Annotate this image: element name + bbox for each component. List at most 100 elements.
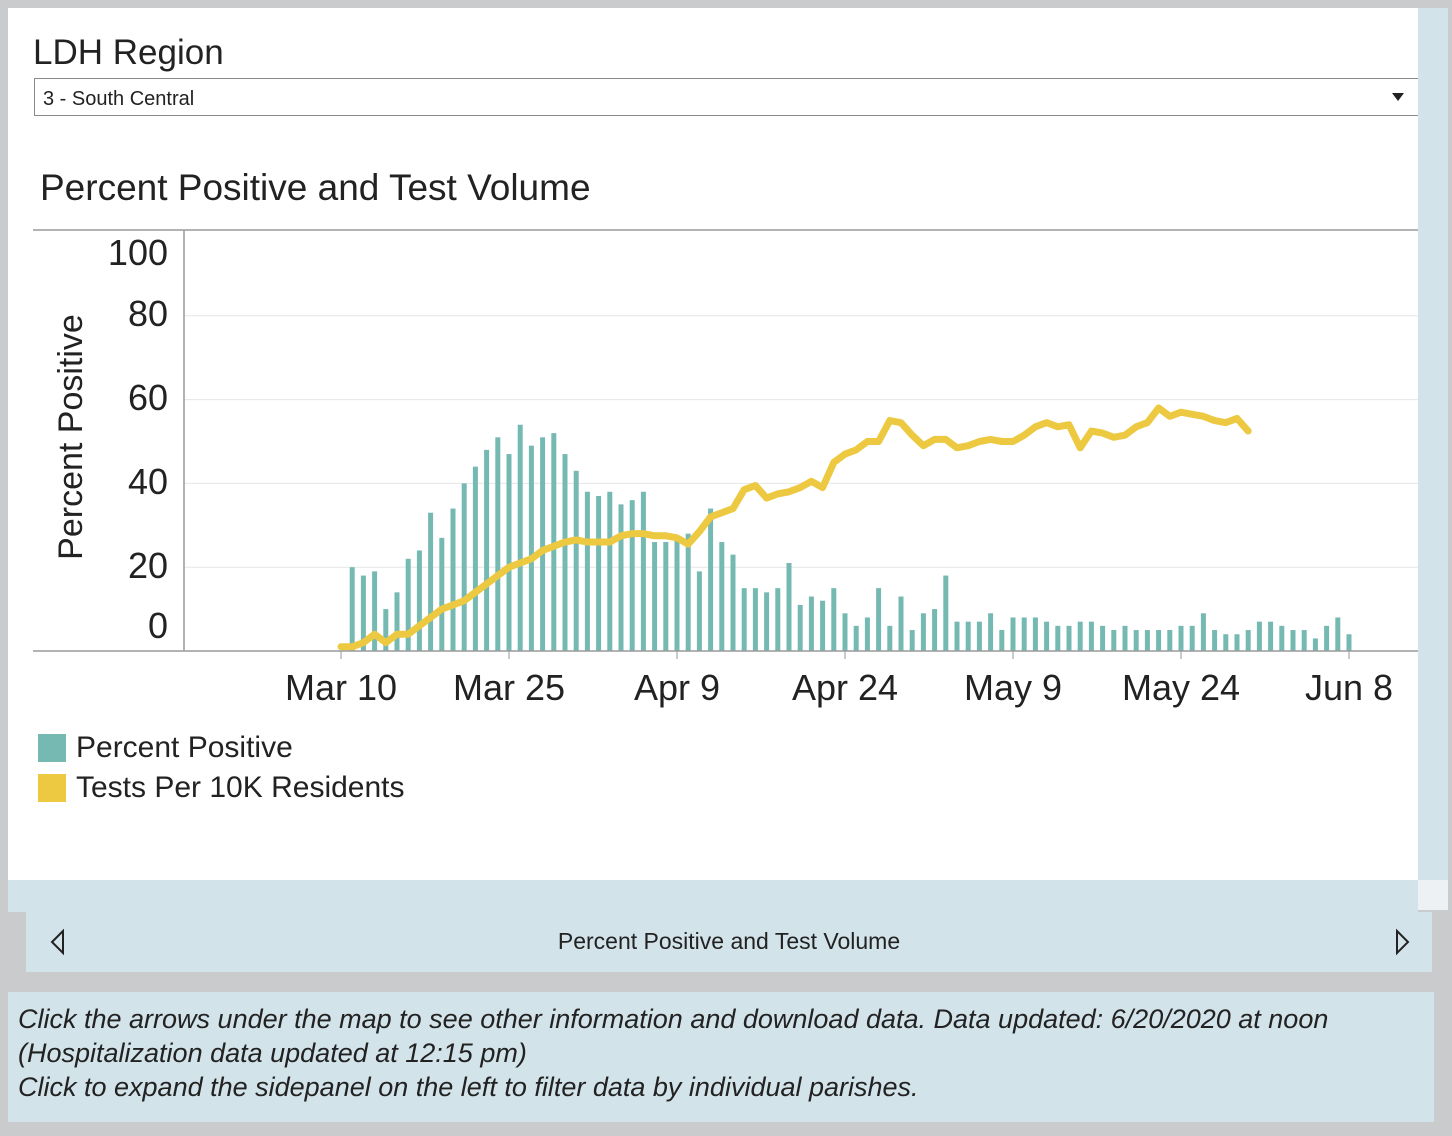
bar-percent-positive xyxy=(808,596,814,651)
legend-item-percent-positive[interactable]: Percent Positive xyxy=(38,728,405,768)
bar-percent-positive xyxy=(1021,617,1027,651)
legend-item-tests-per-10k[interactable]: Tests Per 10K Residents xyxy=(38,768,405,808)
legend-label: Percent Positive xyxy=(76,731,293,764)
info-box: Click the arrows under the map to see ot… xyxy=(8,992,1434,1122)
bar-percent-positive xyxy=(461,483,467,651)
bar-percent-positive xyxy=(1167,630,1173,651)
chart-title: Percent Positive and Test Volume xyxy=(40,167,591,208)
bar-percent-positive xyxy=(640,491,646,651)
bar-percent-positive xyxy=(685,533,691,651)
y-tick-label: 20 xyxy=(128,545,168,586)
bar-percent-positive xyxy=(383,609,389,651)
bar-percent-positive xyxy=(472,466,478,651)
bar-percent-positive xyxy=(428,512,434,651)
y-tick-label: 80 xyxy=(128,293,168,334)
bar-percent-positive xyxy=(1055,625,1061,651)
bar-percent-positive xyxy=(663,542,669,651)
bar-percent-positive xyxy=(876,588,882,651)
bar-percent-positive xyxy=(1010,617,1016,651)
line-tests-per-10k xyxy=(337,404,1252,651)
bar-percent-positive xyxy=(1122,625,1128,651)
bar-percent-positive xyxy=(1346,634,1352,651)
bar-percent-positive xyxy=(1245,630,1251,651)
bar-percent-positive xyxy=(439,537,445,651)
bar-percent-positive xyxy=(775,588,781,651)
x-tick-label: Jun 8 xyxy=(1305,667,1393,708)
chart-legend: Percent Positive Tests Per 10K Residents xyxy=(38,728,405,808)
bar-percent-positive xyxy=(405,558,411,651)
bar-percent-positive xyxy=(506,454,512,651)
bar-percent-positive xyxy=(1111,630,1117,651)
x-tick-label: Apr 24 xyxy=(792,667,898,708)
bar-percent-positive xyxy=(741,588,747,651)
previous-arrow-icon[interactable] xyxy=(46,928,70,956)
region-dropdown[interactable]: 3 - South Central xyxy=(34,78,1418,116)
bar-percent-positive xyxy=(394,592,400,651)
bar-percent-positive xyxy=(1335,617,1341,651)
bar-percent-positive xyxy=(820,600,826,651)
bar-percent-positive xyxy=(1032,617,1038,651)
bar-percent-positive xyxy=(696,571,702,651)
bar-percent-positive xyxy=(920,613,926,651)
bar-percent-positive xyxy=(1256,621,1262,651)
bar-percent-positive xyxy=(1212,630,1218,651)
bar-percent-positive xyxy=(584,491,590,651)
bar-percent-positive xyxy=(898,596,904,651)
info-line-sidepanel: Click to expand the sidepanel on the lef… xyxy=(18,1072,919,1102)
bar-percent-positive xyxy=(853,625,859,651)
dropdown-arrow-icon xyxy=(1392,93,1404,101)
bar-percent-positive xyxy=(954,621,960,651)
bar-percent-positive xyxy=(540,437,546,651)
x-tick-label: Mar 10 xyxy=(285,667,397,708)
chart-panel xyxy=(8,8,1418,880)
bar-percent-positive xyxy=(943,575,949,651)
x-tick-label: May 24 xyxy=(1122,667,1240,708)
bar-percent-positive xyxy=(965,621,971,651)
bar-percent-positive xyxy=(764,592,770,651)
bar-percent-positive xyxy=(607,491,613,651)
bar-percent-positive xyxy=(495,437,501,651)
bar-percent-positive xyxy=(1088,621,1094,651)
bar-percent-positive xyxy=(1324,625,1330,651)
bar-percent-positive xyxy=(708,508,714,651)
bar-percent-positive xyxy=(360,575,366,651)
bar-percent-positive xyxy=(674,537,680,651)
bar-percent-positive xyxy=(349,567,355,651)
bar-percent-positive xyxy=(1044,621,1050,651)
legend-label: Tests Per 10K Residents xyxy=(76,771,405,804)
bar-percent-positive xyxy=(1223,634,1229,651)
bar-percent-positive xyxy=(629,500,635,651)
bar-percent-positive xyxy=(596,495,602,651)
bar-percent-positive xyxy=(1100,625,1106,651)
bar-percent-positive xyxy=(1156,630,1162,651)
bar-percent-positive xyxy=(1066,625,1072,651)
scrollbar-track[interactable] xyxy=(1418,8,1448,880)
bar-percent-positive xyxy=(1279,625,1285,651)
chart-svg: 100 80 60 40 20 0 Mar 10 Mar 25 Apr 9 Apr 24 May 9… xyxy=(33,229,1418,708)
bar-percent-positive xyxy=(730,554,736,651)
x-tick-label: Apr 9 xyxy=(634,667,720,708)
info-line-updated: Click the arrows under the map to see ot… xyxy=(18,1004,1329,1034)
bar-percent-positive xyxy=(1144,630,1150,651)
nav-bar: Percent Positive and Test Volume xyxy=(26,912,1432,972)
bar-percent-positive xyxy=(786,563,792,651)
next-arrow-icon[interactable] xyxy=(1390,928,1414,956)
y-tick-label: 0 xyxy=(148,605,168,646)
legend-swatch xyxy=(38,734,66,762)
bar-percent-positive xyxy=(652,542,658,651)
bar-percent-positive xyxy=(416,550,422,651)
bar-percent-positive xyxy=(719,542,725,651)
bar-percent-positive xyxy=(1133,630,1139,651)
bar-percent-positive xyxy=(372,571,378,651)
dropdown-selected-value: 3 - South Central xyxy=(43,88,195,110)
bar-percent-positive xyxy=(909,630,915,651)
bar-percent-positive xyxy=(528,445,534,651)
y-tick-label: 100 xyxy=(108,232,168,273)
bar-percent-positive xyxy=(1189,625,1195,651)
filter-label: LDH Region xyxy=(33,33,224,72)
bar-percent-positive xyxy=(831,588,837,651)
bar-percent-positive xyxy=(484,449,490,651)
bar-percent-positive xyxy=(1312,638,1318,651)
bar-percent-positive xyxy=(988,613,994,651)
bar-percent-positive xyxy=(1234,634,1240,651)
